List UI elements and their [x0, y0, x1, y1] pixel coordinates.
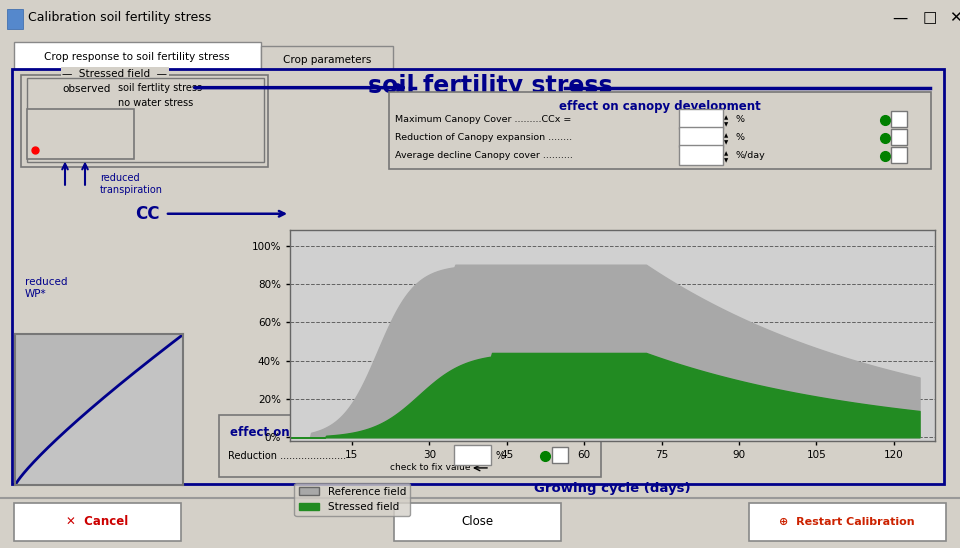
FancyBboxPatch shape	[679, 109, 723, 129]
Text: relative: relative	[45, 117, 91, 127]
FancyBboxPatch shape	[261, 45, 393, 73]
FancyBboxPatch shape	[394, 503, 561, 541]
Text: reduced
WP*: reduced WP*	[25, 277, 67, 299]
Text: ▲: ▲	[724, 151, 729, 156]
X-axis label: Growing cycle (days): Growing cycle (days)	[534, 482, 691, 495]
FancyBboxPatch shape	[749, 503, 946, 541]
Text: ▲: ▲	[724, 115, 729, 120]
Text: CC: CC	[135, 205, 160, 222]
Text: ▼: ▼	[724, 158, 729, 163]
Text: biomass: biomass	[44, 129, 92, 139]
FancyBboxPatch shape	[27, 109, 134, 159]
Text: □: □	[923, 10, 937, 25]
Text: ▲: ▲	[724, 133, 729, 138]
Text: 48: 48	[694, 115, 708, 125]
Text: Close: Close	[461, 516, 493, 528]
Text: observed: observed	[62, 84, 110, 94]
Text: effect on canopy development: effect on canopy development	[559, 100, 761, 113]
FancyBboxPatch shape	[891, 111, 907, 127]
Text: %: %	[735, 115, 744, 124]
Text: ⊕  Restart Calibration: ⊕ Restart Calibration	[780, 517, 915, 527]
Text: Crop response to soil fertility stress: Crop response to soil fertility stress	[44, 52, 229, 61]
Text: ✕  Cancel: ✕ Cancel	[66, 516, 128, 528]
FancyBboxPatch shape	[14, 42, 261, 72]
Text: Crop parameters: Crop parameters	[283, 55, 372, 65]
Text: check
to fix value: check to fix value	[869, 98, 920, 117]
Text: soil fertlity stress: soil fertlity stress	[118, 83, 203, 93]
Text: ▲: ▲	[468, 453, 472, 458]
Text: no water stress: no water stress	[118, 98, 193, 107]
Text: ▼: ▼	[724, 140, 729, 145]
FancyBboxPatch shape	[389, 92, 931, 169]
Text: 25: 25	[694, 133, 708, 142]
FancyBboxPatch shape	[27, 78, 264, 162]
Text: soil fertility stress: soil fertility stress	[368, 73, 612, 98]
Text: —: —	[893, 10, 907, 25]
FancyBboxPatch shape	[454, 445, 491, 465]
FancyBboxPatch shape	[7, 9, 23, 28]
FancyBboxPatch shape	[679, 145, 723, 165]
Text: %: %	[735, 133, 744, 142]
Legend: Reference field, Stressed field: Reference field, Stressed field	[295, 483, 410, 516]
Text: 50: 50	[47, 142, 66, 157]
Text: Reduction ......................: Reduction ......................	[228, 451, 347, 461]
Text: check to fix value: check to fix value	[390, 464, 470, 472]
Text: reduced
transpiration: reduced transpiration	[100, 173, 163, 195]
Text: 30: 30	[465, 451, 479, 461]
FancyBboxPatch shape	[679, 127, 723, 147]
Text: Reduction of Canopy expansion ........: Reduction of Canopy expansion ........	[395, 133, 572, 142]
Text: %: %	[75, 143, 87, 156]
Text: Maximum Canopy Cover .........CCx =: Maximum Canopy Cover .........CCx =	[395, 115, 571, 124]
FancyBboxPatch shape	[21, 75, 268, 167]
Text: ✕: ✕	[948, 10, 960, 25]
Text: Calibration soil fertility stress: Calibration soil fertility stress	[28, 12, 211, 24]
Text: —  Stressed field  —: — Stressed field —	[62, 68, 167, 79]
FancyBboxPatch shape	[891, 147, 907, 163]
FancyBboxPatch shape	[14, 503, 181, 541]
FancyBboxPatch shape	[12, 68, 944, 484]
Text: Average decline Canopy cover ..........: Average decline Canopy cover ..........	[395, 151, 573, 160]
FancyBboxPatch shape	[219, 415, 601, 477]
Text: %/day: %/day	[735, 151, 765, 160]
FancyBboxPatch shape	[552, 447, 568, 463]
Text: effect on Water Productivity: effect on Water Productivity	[230, 426, 419, 439]
Text: %: %	[496, 451, 505, 461]
Text: 0.30: 0.30	[688, 151, 714, 161]
Text: ▼: ▼	[724, 122, 729, 127]
FancyBboxPatch shape	[891, 129, 907, 145]
Text: ▼: ▼	[468, 459, 472, 464]
